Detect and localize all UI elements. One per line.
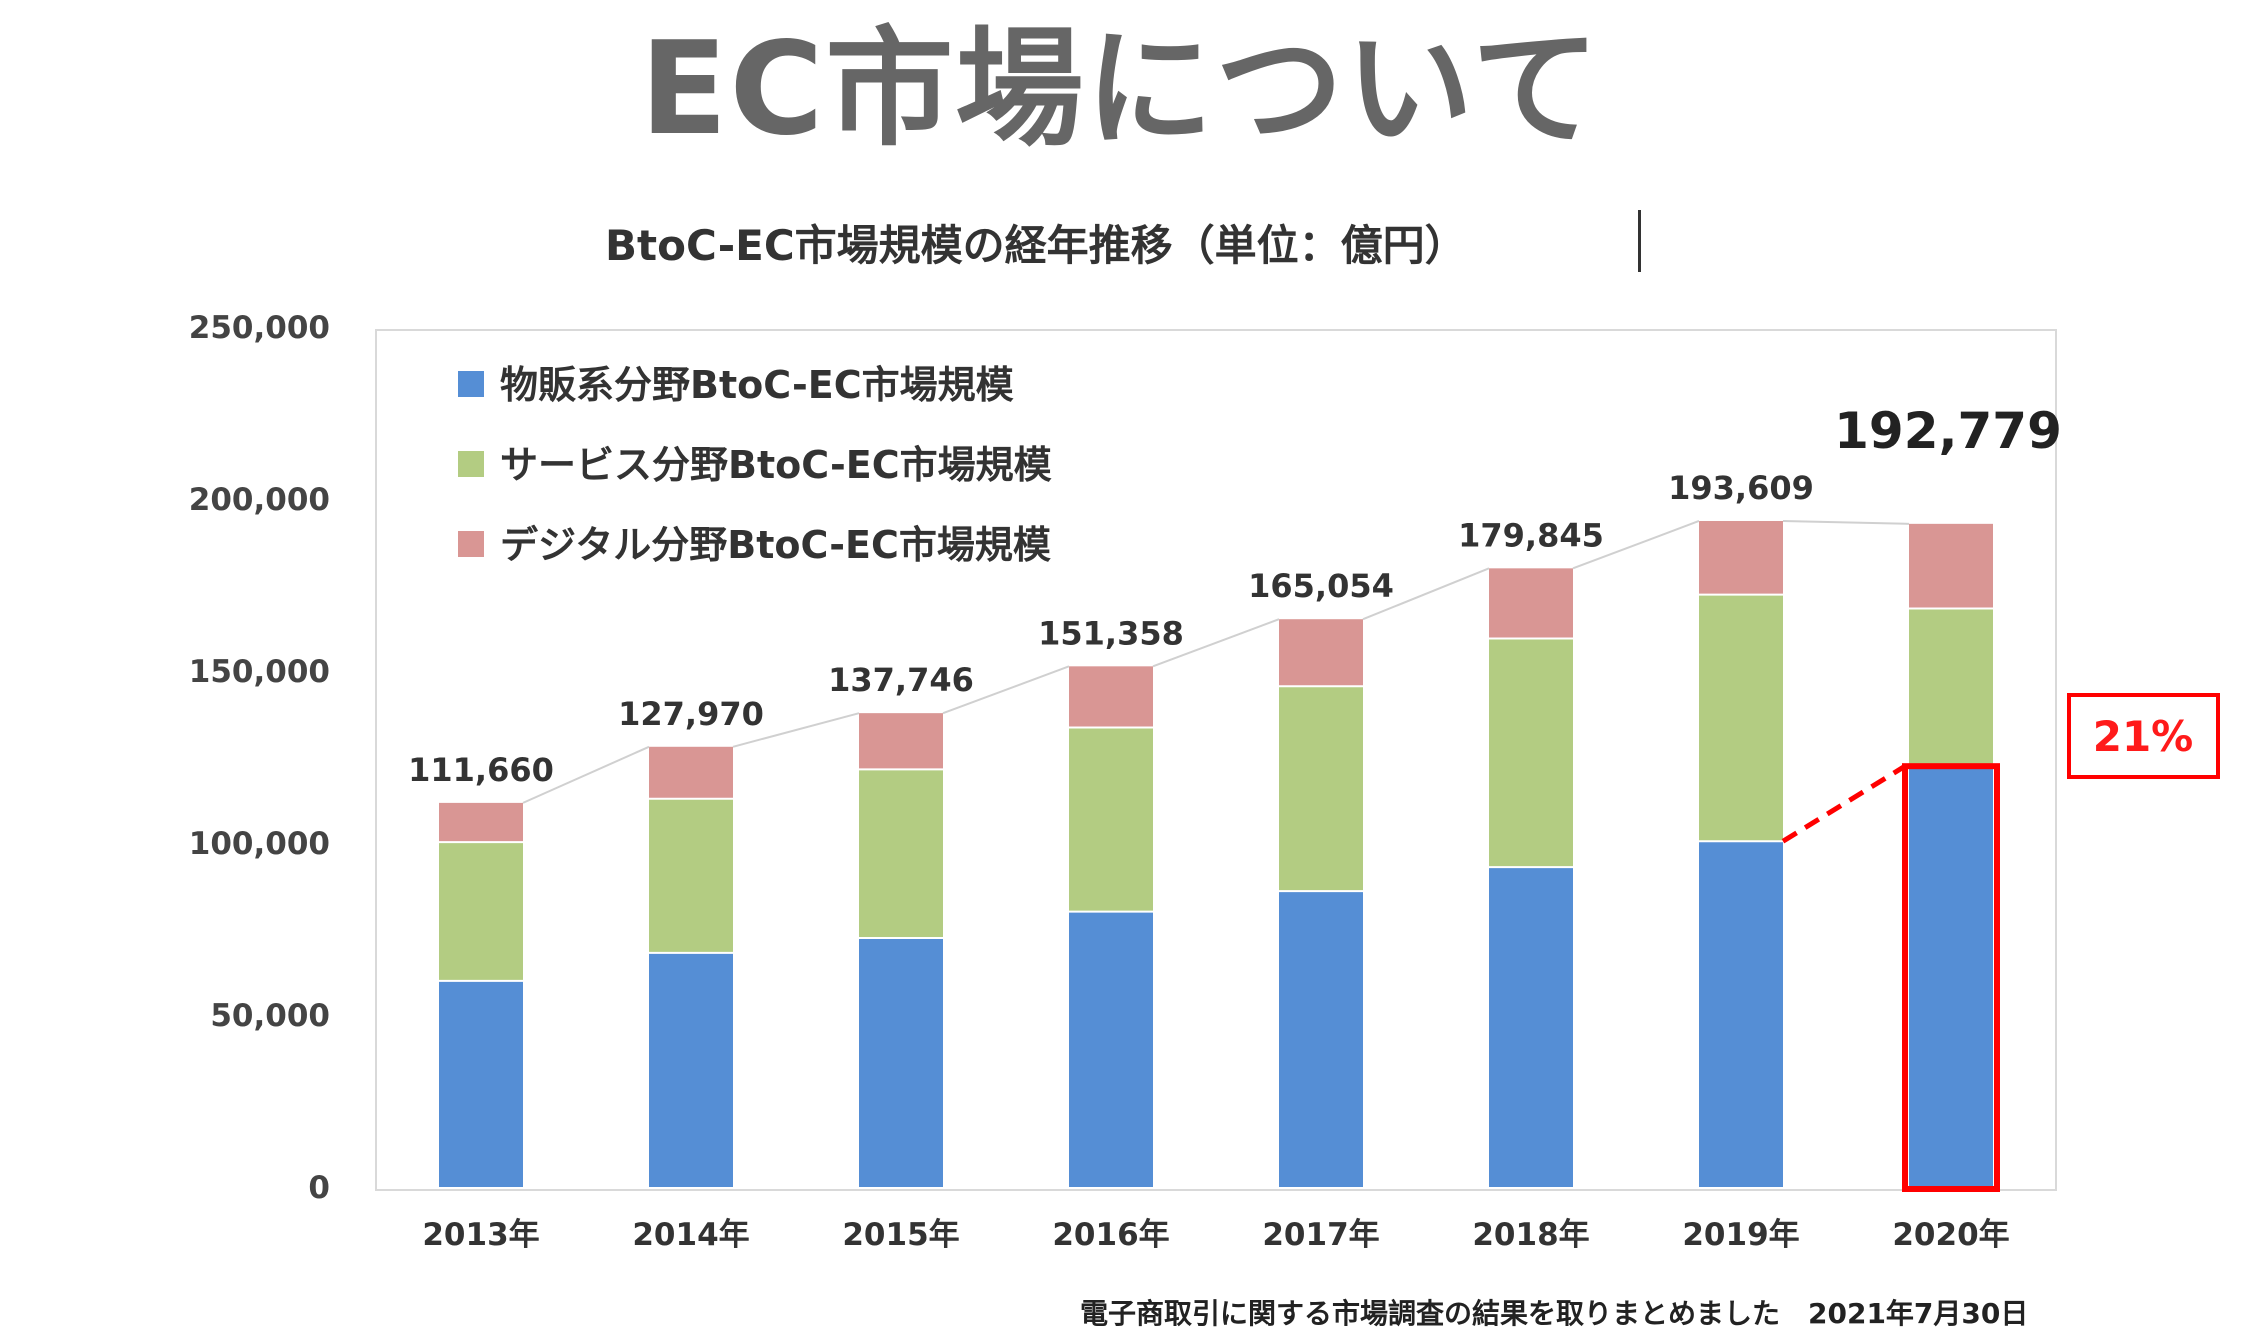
growth-label: 21%	[2093, 712, 2194, 761]
bar-segment	[1489, 867, 1573, 1187]
y-tick-label: 250,000	[189, 310, 330, 346]
bar-segment	[1699, 841, 1783, 1187]
trend-connector	[1572, 520, 1700, 570]
bar-segment	[1489, 638, 1573, 868]
bar-segment	[1909, 523, 1993, 609]
x-tick-label: 2014年	[632, 1217, 749, 1253]
bar-segment	[1279, 686, 1363, 892]
bar-segment	[1699, 594, 1783, 842]
bar-segment	[439, 980, 523, 1187]
legend-swatch	[458, 451, 484, 477]
bar-segment	[1279, 891, 1363, 1187]
trend-connector	[1782, 519, 1910, 525]
bar-segment	[1699, 520, 1783, 595]
x-tick-label: 2017年	[1262, 1217, 1379, 1253]
chart-title: BtoC-EC市場規模の経年推移（単位：億円）	[605, 221, 1467, 270]
total-label: 193,609	[1668, 469, 1814, 507]
growth-connector	[1781, 764, 1907, 844]
bar-segment	[1279, 619, 1363, 687]
total-label: 151,358	[1038, 614, 1184, 652]
x-tick-label: 2020年	[1892, 1217, 2009, 1253]
bar-segment	[1909, 766, 1993, 1187]
growth-badge	[2067, 693, 2220, 779]
y-tick-label: 100,000	[189, 826, 330, 862]
trend-connector	[942, 665, 1070, 715]
title-divider	[1638, 210, 1641, 272]
trend-connector	[1152, 618, 1280, 668]
x-tick-label: 2015年	[842, 1217, 959, 1253]
legend-label: 物販系分野BtoC-EC市場規模	[500, 363, 1014, 407]
bar-segment	[439, 802, 523, 843]
y-tick-label: 50,000	[210, 998, 330, 1034]
bar-segment	[649, 746, 733, 799]
total-label: 165,054	[1248, 567, 1394, 605]
bar-segment	[859, 769, 943, 938]
trend-connector	[732, 712, 860, 748]
x-tick-label: 2013年	[422, 1217, 539, 1253]
bar-segment	[439, 842, 523, 981]
bar-segment	[649, 798, 733, 953]
source-note: 電子商取引に関する市場調査の結果を取りまとめました 2021年7月30日	[1080, 1297, 2029, 1330]
bar-segment	[1069, 911, 1153, 1187]
bar-segment	[1909, 608, 1993, 767]
y-tick-label: 150,000	[189, 654, 330, 690]
legend-label: デジタル分野BtoC-EC市場規模	[500, 523, 1051, 567]
page-title: EC市場について	[640, 15, 1602, 164]
legend-label: サービス分野BtoC-EC市場規模	[500, 443, 1052, 487]
bar-segment	[1069, 666, 1153, 728]
bar-segment	[859, 937, 943, 1187]
total-label: 127,970	[618, 695, 764, 733]
total-label: 179,845	[1458, 516, 1604, 554]
total-label: 137,746	[828, 661, 974, 699]
total-label: 111,660	[408, 751, 554, 789]
bar-segment	[1489, 568, 1573, 639]
x-tick-label: 2019年	[1682, 1217, 1799, 1253]
y-tick-label: 0	[308, 1170, 330, 1206]
x-tick-label: 2016年	[1052, 1217, 1169, 1253]
legend-swatch	[458, 531, 484, 557]
trend-connector	[1362, 567, 1490, 621]
bar-segment	[649, 952, 733, 1187]
highlight-frame	[1902, 763, 2000, 1193]
bar-segment	[859, 713, 943, 770]
bar-segment	[1069, 727, 1153, 912]
y-tick-label: 200,000	[189, 482, 330, 518]
trend-connector	[522, 745, 650, 804]
legend-swatch	[458, 371, 484, 397]
x-tick-label: 2018年	[1472, 1217, 1589, 1253]
highlight-total-label: 192,779	[1834, 402, 2062, 460]
